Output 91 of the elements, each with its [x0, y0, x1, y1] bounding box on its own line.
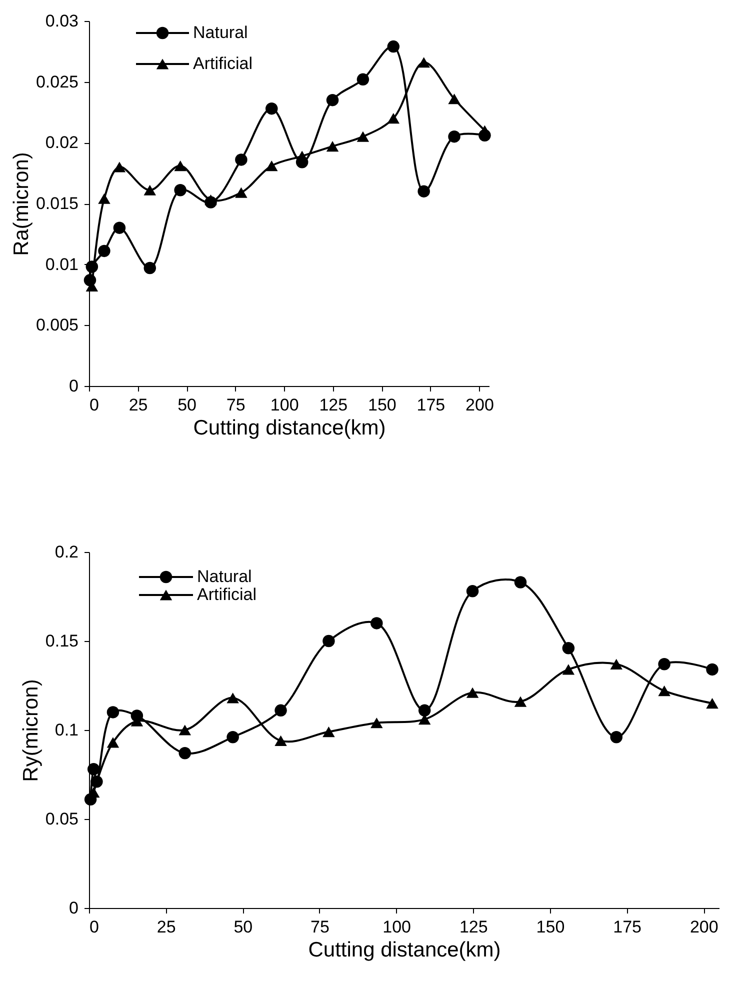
point	[113, 162, 126, 172]
point	[658, 686, 670, 696]
point	[370, 617, 383, 630]
point	[98, 193, 110, 204]
point	[90, 776, 103, 788]
point	[144, 262, 156, 274]
y-tick-label: 0.01	[45, 254, 78, 274]
legend-label: Natural	[193, 23, 248, 42]
x-tick-label: 25	[156, 918, 176, 936]
point	[87, 763, 100, 776]
x-tick-label: 75	[226, 396, 246, 414]
x-tick-label: 150	[368, 396, 396, 414]
y-tick-label: 0.1	[54, 720, 78, 740]
point	[387, 113, 400, 124]
point	[235, 187, 248, 198]
point	[448, 94, 460, 104]
x-tick-label: 100	[270, 396, 299, 414]
point	[274, 704, 287, 717]
y-tick-label: 0.025	[36, 72, 78, 92]
x-tick-label: 175	[613, 918, 642, 936]
point	[266, 160, 278, 172]
legend-label: Artificial	[197, 585, 257, 604]
point	[562, 642, 575, 654]
x-tick-label: 125	[319, 396, 348, 414]
x-tick-label: 75	[310, 918, 330, 936]
x-tick-label: 200	[690, 918, 718, 936]
point	[178, 724, 192, 736]
point	[226, 692, 239, 704]
y-tick-label: 0.005	[36, 316, 78, 335]
point	[387, 40, 400, 53]
legend-label: Natural	[197, 567, 252, 586]
point	[174, 160, 186, 172]
point	[266, 102, 278, 115]
x-tick-label: 50	[178, 396, 197, 414]
point	[322, 634, 335, 648]
y-tick-label: 0	[69, 898, 78, 918]
x-axis-title: Cutting distance(km)	[193, 416, 386, 440]
point	[322, 726, 335, 738]
y-axis-title: Ry(micron)	[19, 679, 42, 782]
point	[356, 131, 370, 142]
point	[296, 150, 308, 162]
point	[274, 735, 287, 746]
point	[514, 576, 527, 588]
point	[106, 706, 120, 718]
point	[466, 585, 479, 598]
y-tick-label: 0.02	[45, 133, 78, 152]
y-tick-label: 0.2	[54, 542, 78, 562]
point	[113, 222, 126, 234]
point	[326, 94, 339, 106]
point	[98, 244, 110, 258]
point	[706, 663, 718, 676]
x-tick-label: 50	[234, 918, 253, 936]
point	[86, 260, 98, 273]
point	[418, 704, 431, 717]
point	[326, 141, 339, 152]
point	[106, 737, 120, 748]
point	[478, 125, 491, 136]
point	[144, 184, 156, 196]
point	[610, 731, 622, 744]
point	[174, 184, 186, 196]
x-tick-label: 125	[459, 918, 488, 936]
x-tick-label: 100	[382, 918, 412, 936]
y-tick-label: 0.05	[45, 810, 78, 828]
point	[466, 687, 479, 698]
point	[658, 658, 670, 670]
point	[514, 696, 527, 707]
point	[610, 658, 622, 670]
point	[226, 731, 239, 744]
point	[418, 185, 430, 198]
point	[356, 73, 370, 86]
point	[448, 130, 460, 143]
point	[370, 718, 383, 728]
point	[418, 57, 430, 68]
x-tick-label: 150	[536, 918, 565, 936]
y-tick-label: 0	[69, 376, 78, 396]
x-tick-label: 0	[90, 918, 99, 936]
x-tick-label: 0	[90, 396, 99, 414]
point	[562, 664, 575, 675]
x-axis-title: Cutting distance(km)	[308, 938, 501, 962]
point	[706, 698, 718, 709]
x-tick-label: 200	[466, 396, 494, 414]
y-tick-label: 0.03	[45, 12, 78, 30]
y-axis-title: Ra(micron)	[10, 152, 33, 256]
point	[178, 747, 192, 760]
x-tick-label: 25	[128, 396, 148, 414]
x-tick-label: 175	[416, 396, 446, 414]
point	[204, 194, 217, 206]
point	[235, 154, 248, 166]
y-tick-label: 0.15	[45, 632, 78, 650]
legend-label: Artificial	[193, 54, 253, 73]
y-tick-label: 0.015	[36, 194, 78, 213]
